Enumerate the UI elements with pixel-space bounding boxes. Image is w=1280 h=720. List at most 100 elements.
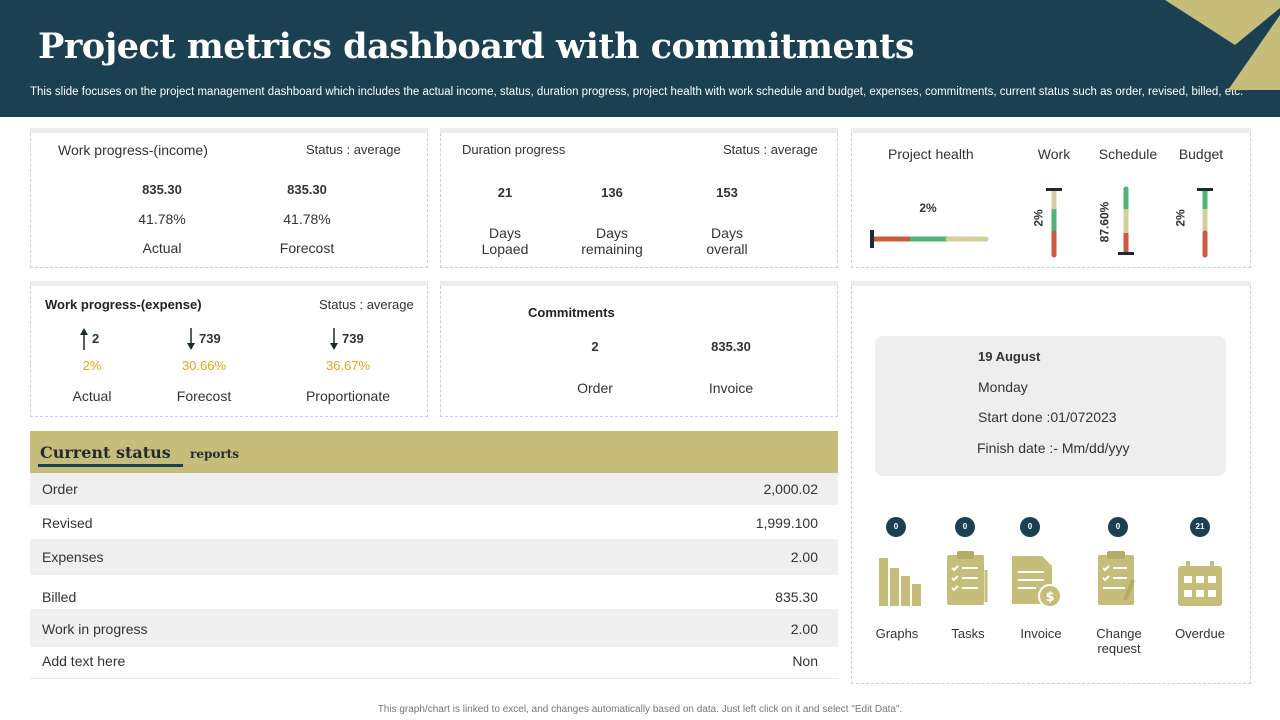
duration-remaining-value: 136 [601, 185, 623, 200]
row-value: 2.00 [790, 621, 818, 637]
current-status-title: Current status [40, 443, 171, 462]
arrow-down-icon [330, 328, 338, 350]
income-actual-label: Actual [142, 240, 182, 256]
date-box: 19 August Monday Start done :01/072023 F… [875, 336, 1226, 476]
row-value: Non [792, 653, 818, 669]
invoice-icon[interactable]: $ [1010, 554, 1068, 608]
expense-actual-label: Actual [72, 388, 112, 404]
tasks-label: Tasks [951, 626, 985, 641]
finish-date: Finish date :- Mm/dd/yyy [977, 440, 1130, 456]
duration-lapsed-label: Days [489, 225, 521, 241]
income-title: Work progress-(income) [58, 142, 208, 158]
row-value: 2,000.02 [763, 481, 819, 497]
change-request-label: Change [1096, 626, 1142, 641]
expense-status: Status : average [319, 297, 414, 312]
current-status-header: Current status reports [30, 431, 838, 473]
page-description: This slide focuses on the project manage… [30, 86, 1244, 98]
income-status: Status : average [306, 142, 401, 157]
row-label: Revised [42, 515, 93, 531]
budget-gauge [1197, 188, 1213, 258]
change-request-icon[interactable] [1095, 550, 1141, 608]
bar-chart-icon[interactable] [876, 556, 924, 608]
row-label: Work in progress [42, 621, 148, 637]
income-forecast-value: 835.30 [287, 182, 327, 197]
expense-actual-pct: 2% [82, 358, 102, 373]
budget-pct: 2% [1173, 209, 1188, 227]
income-card: Work progress-(income) Status : average … [30, 128, 428, 268]
start-date: Start done :01/072023 [978, 409, 1117, 425]
table-row: Billed 835.30 [30, 575, 838, 609]
arrow-down-icon [187, 328, 195, 350]
corner-decoration-icon [1165, 0, 1280, 90]
expense-card: Work progress-(expense) Status : average… [30, 281, 428, 417]
arrow-up-icon [80, 328, 88, 350]
income-actual-value: 835.30 [142, 182, 182, 197]
income-forecast-pct: 41.78% [283, 211, 331, 227]
row-label: Add text here [42, 653, 126, 669]
change-request-count-badge: 0 [1108, 517, 1128, 537]
duration-remaining-label: Days [596, 225, 628, 241]
overdue-label: Overdue [1175, 626, 1225, 641]
title-underline [38, 464, 183, 467]
footer-note: This graph/chart is linked to excel, and… [377, 704, 903, 715]
header: Project metrics dashboard with commitmen… [0, 0, 1280, 117]
current-status-table: Order 2,000.02 Revised 1,999.100 Expense… [30, 473, 838, 679]
expense-title: Work progress-(expense) [45, 297, 202, 312]
row-label: Expenses [42, 549, 104, 565]
table-row: Order 2,000.02 [30, 473, 838, 505]
duration-remaining-label2: remaining [581, 241, 643, 257]
income-forecast-label: Forecost [279, 240, 335, 256]
clipboard-icon[interactable] [944, 550, 990, 608]
commitments-title: Commitments [528, 305, 615, 320]
health-title: Project health [888, 146, 974, 162]
day-label: Monday [978, 379, 1028, 395]
expense-proportionate-value: 739 [342, 331, 364, 346]
commitments-order-label: Order [577, 380, 613, 396]
table-row: Expenses 2.00 [30, 539, 838, 575]
expense-forecast-value: 739 [199, 331, 221, 346]
commitments-invoice-value: 835.30 [711, 339, 751, 354]
income-actual-pct: 41.78% [138, 211, 186, 227]
row-value: 1,999.100 [755, 515, 818, 531]
current-status-subtitle: reports [190, 447, 239, 461]
date-label: 19 August [978, 349, 1041, 364]
svg-text:$: $ [1045, 590, 1054, 605]
row-value: 835.30 [775, 589, 818, 605]
project-health-gauge [870, 230, 989, 248]
page-title: Project metrics dashboard with commitmen… [38, 26, 915, 67]
tasks-count-badge: 0 [955, 517, 975, 537]
duration-overall-label2: overall [706, 241, 748, 257]
row-label: Order [42, 481, 78, 497]
calendar-icon[interactable] [1176, 560, 1224, 608]
schedule-gauge [1118, 186, 1134, 255]
expense-actual-value: 2 [92, 331, 100, 346]
row-label: Billed [42, 589, 77, 605]
invoice-count-badge: 0 [1020, 517, 1040, 537]
expense-proportionate-label: Proportionate [305, 388, 391, 404]
overdue-count-badge: 21 [1190, 517, 1210, 537]
project-health-card: Project health Work Schedule Budget 2% 2… [851, 128, 1251, 268]
duration-status: Status : average [723, 142, 818, 157]
graphs-label: Graphs [875, 626, 919, 641]
health-work-label: Work [1037, 146, 1071, 162]
graphs-count-badge: 0 [886, 517, 906, 537]
schedule-pct: 87.60% [1097, 201, 1112, 243]
work-gauge [1046, 188, 1062, 258]
expense-forecast-label: Forecost [176, 388, 232, 404]
duration-title: Duration progress [462, 142, 566, 157]
expense-proportionate-pct: 36.67% [325, 358, 371, 373]
invoice-label: Invoice [1020, 626, 1062, 641]
table-row: Add text here Non [30, 647, 838, 679]
commitments-invoice-label: Invoice [708, 380, 754, 396]
health-schedule-label: Schedule [1098, 146, 1158, 162]
duration-lapsed-value: 21 [497, 185, 513, 200]
duration-card: Duration progress Status : average 21 Da… [440, 128, 838, 268]
health-project-pct: 2% [919, 201, 937, 215]
table-row: Work in progress 2.00 [30, 609, 838, 647]
expense-forecast-pct: 30.66% [181, 358, 227, 373]
change-request-label2: request [1097, 641, 1141, 656]
row-value: 2.00 [790, 549, 818, 565]
duration-overall-label: Days [711, 225, 743, 241]
table-row: Revised 1,999.100 [30, 505, 838, 539]
duration-lapsed-label2: Lopaed [481, 241, 529, 257]
